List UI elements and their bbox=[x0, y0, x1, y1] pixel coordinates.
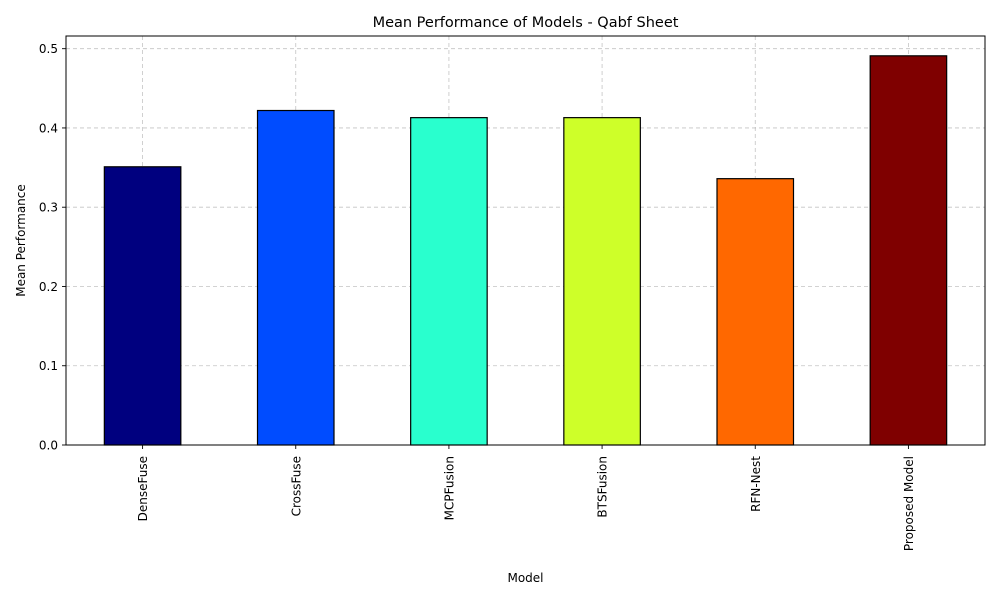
x-tick-label: CrossFuse bbox=[289, 456, 303, 516]
bar-mcpfusion bbox=[410, 117, 488, 446]
bars bbox=[103, 55, 948, 446]
bar-crossfuse bbox=[256, 109, 335, 446]
axes-frame bbox=[65, 35, 986, 446]
y-tick-label: 0.2 bbox=[39, 280, 58, 294]
x-tick-label: Proposed Model bbox=[902, 456, 916, 551]
y-axis: 0.0 0.1 0.2 0.3 0.4 0.5 bbox=[39, 42, 66, 453]
y-axis-label: Mean Performance bbox=[14, 184, 28, 297]
grid-lines bbox=[66, 36, 985, 446]
x-tick-label: BTSFusion bbox=[596, 456, 610, 518]
y-tick-label: 0.3 bbox=[39, 201, 58, 215]
x-axis: DenseFuse CrossFuse MCPFusion BTSFusion RFN-… bbox=[136, 445, 916, 551]
y-tick-label: 0.5 bbox=[39, 42, 58, 56]
bar-proposed-model bbox=[869, 55, 948, 446]
y-tick-label: 0.4 bbox=[39, 121, 58, 135]
x-tick-label: MCPFusion bbox=[442, 456, 456, 520]
y-tick-label: 0.1 bbox=[39, 359, 58, 373]
x-tick-label: DenseFuse bbox=[136, 456, 150, 521]
bar-densefuse bbox=[103, 166, 182, 446]
y-tick-label: 0.0 bbox=[39, 439, 58, 453]
x-axis-label: Model bbox=[507, 571, 543, 585]
bar-btsfusion bbox=[563, 117, 641, 446]
bar-rfn-nest bbox=[716, 178, 795, 446]
x-tick-label: RFN-Nest bbox=[749, 456, 763, 512]
chart-title: Mean Performance of Models - Qabf Sheet bbox=[373, 15, 679, 31]
